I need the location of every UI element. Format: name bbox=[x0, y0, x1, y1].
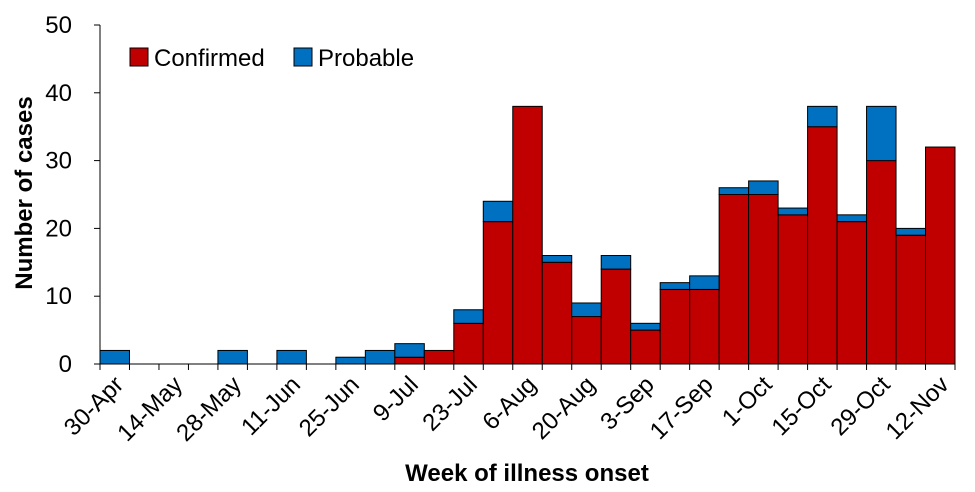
bar-confirmed-17-Sep bbox=[689, 288, 720, 365]
bar-confirmed-13-Aug bbox=[541, 261, 573, 365]
x-tick-label: 17-Sep bbox=[645, 371, 719, 445]
y-tick-label: 0 bbox=[59, 351, 72, 378]
bar-confirmed-27-Aug bbox=[600, 268, 632, 365]
x-tick-label: 23-Jul bbox=[417, 371, 482, 436]
bar-probable-25-Jun bbox=[335, 356, 366, 365]
y-tick-label: 50 bbox=[45, 12, 72, 39]
bar-confirmed-22-Oct bbox=[836, 221, 868, 365]
legend-swatch-confirmed bbox=[129, 47, 149, 67]
bar-probable-28-May bbox=[217, 349, 248, 365]
bar-probable-27-Aug bbox=[600, 255, 632, 270]
bar-confirmed-5-Nov bbox=[895, 234, 927, 365]
bar-confirmed-15-Oct bbox=[807, 126, 838, 365]
x-tick-label: 28-May bbox=[171, 371, 247, 447]
bar-probable-30-Apr bbox=[99, 349, 130, 365]
bar-confirmed-6-Aug bbox=[512, 105, 543, 365]
bar-probable-9-Jul bbox=[394, 343, 425, 358]
bar-probable-29-Oct bbox=[866, 105, 897, 162]
y-tick-label: 10 bbox=[45, 283, 72, 310]
bar-probable-15-Oct bbox=[807, 105, 838, 128]
x-tick-label: 12-Nov bbox=[881, 371, 955, 445]
bars-group bbox=[99, 105, 956, 365]
bar-confirmed-3-Sep bbox=[630, 329, 661, 365]
legend-label-probable: Probable bbox=[318, 45, 414, 72]
y-tick-label: 20 bbox=[45, 215, 72, 242]
bar-probable-22-Oct bbox=[836, 214, 868, 223]
bar-probable-1-Oct bbox=[748, 180, 779, 196]
bar-confirmed-23-Jul bbox=[453, 322, 484, 365]
bar-confirmed-1-Oct bbox=[748, 194, 779, 365]
y-tick-label: 40 bbox=[45, 80, 72, 107]
bar-probable-30-Jul bbox=[482, 200, 514, 223]
x-tick-label: 9-Jul bbox=[368, 371, 424, 427]
bar-probable-5-Nov bbox=[895, 227, 927, 236]
bar-confirmed-10-Sep bbox=[659, 288, 691, 365]
bar-probable-17-Sep bbox=[689, 275, 720, 290]
y-axis-title: Number of cases bbox=[11, 96, 38, 289]
legend-label-confirmed: Confirmed bbox=[154, 45, 265, 72]
bar-confirmed-24-Sep bbox=[718, 194, 750, 365]
bar-probable-8-Oct bbox=[777, 207, 809, 216]
bar-probable-2-Jul bbox=[364, 349, 396, 365]
legend-swatch-probable bbox=[293, 47, 313, 67]
bar-confirmed-8-Oct bbox=[777, 214, 809, 365]
bar-confirmed-20-Aug bbox=[571, 316, 602, 365]
bar-probable-24-Sep bbox=[718, 187, 750, 196]
legend: Confirmed Probable bbox=[129, 45, 414, 72]
bar-probable-23-Jul bbox=[453, 309, 484, 324]
bar-confirmed-29-Oct bbox=[866, 160, 897, 365]
x-tick-label: 11-Jun bbox=[236, 371, 306, 441]
bar-confirmed-12-Nov bbox=[925, 146, 956, 365]
bar-probable-11-Jun bbox=[276, 349, 307, 365]
bar-probable-20-Aug bbox=[571, 302, 602, 318]
bar-probable-3-Sep bbox=[630, 322, 661, 331]
bar-probable-13-Aug bbox=[541, 255, 573, 263]
bar-probable-10-Sep bbox=[659, 282, 691, 290]
x-tick-label: 25-Jun bbox=[294, 371, 365, 442]
bar-confirmed-16-Jul bbox=[423, 349, 455, 365]
y-tick-label: 30 bbox=[45, 148, 72, 175]
bar-confirmed-30-Jul bbox=[482, 221, 514, 365]
y-axis: 0 10 20 30 40 50 bbox=[45, 12, 101, 378]
x-tick-label: 15-Oct bbox=[767, 371, 837, 441]
bar-confirmed-9-Jul bbox=[394, 356, 425, 365]
x-axis-title: Week of illness onset bbox=[405, 460, 649, 487]
x-tick-label: 20-Aug bbox=[527, 371, 601, 445]
x-tick-label: 14-May bbox=[112, 371, 188, 447]
